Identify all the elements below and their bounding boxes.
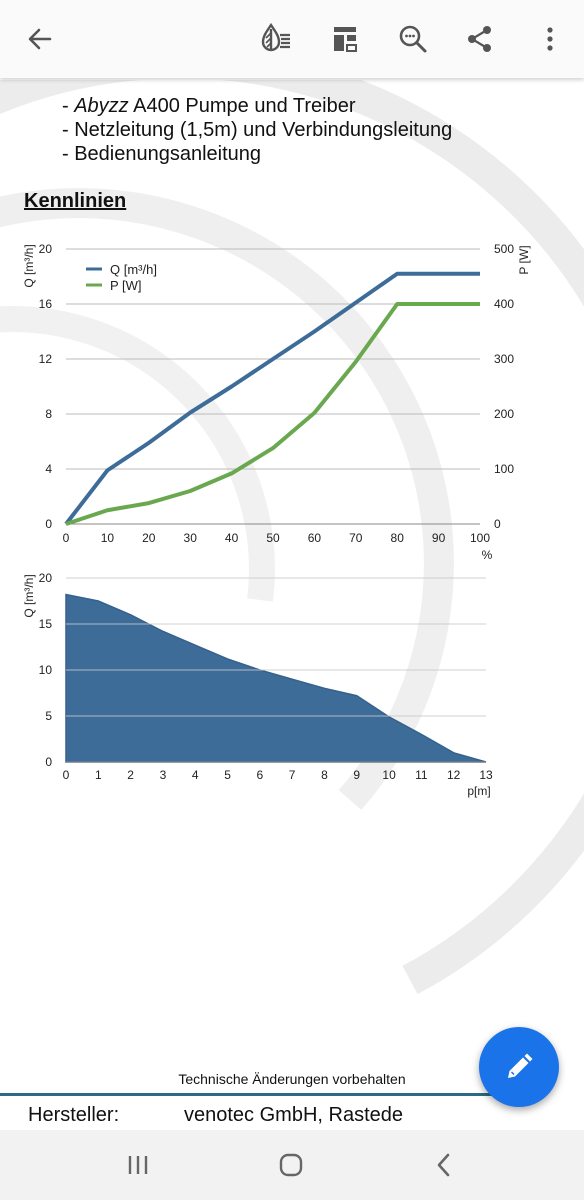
- manufacturer-label: Hersteller:: [28, 1104, 120, 1126]
- x-tick-label: 3: [160, 768, 167, 782]
- x-tick-label: 5: [224, 768, 231, 782]
- recent-apps-icon[interactable]: [118, 1148, 158, 1182]
- y-right-tick-label: 400: [494, 297, 514, 311]
- x-tick-label: 0: [63, 768, 70, 782]
- y-left-axis-label: Q [m³/h]: [22, 244, 36, 287]
- x-tick-label: 100: [470, 531, 490, 545]
- more-vert-icon[interactable]: [530, 19, 570, 59]
- y-left-tick-label: 12: [39, 352, 53, 366]
- x-tick-label: 60: [308, 531, 322, 545]
- y-left-tick-label: 0: [45, 517, 52, 531]
- y-tick-label: 20: [39, 571, 53, 585]
- x-tick-label: 70: [349, 531, 363, 545]
- y-right-tick-label: 100: [494, 462, 514, 476]
- x-tick-label: 40: [225, 531, 239, 545]
- x-tick-label: 2: [127, 768, 134, 782]
- series-line: [64, 271, 480, 526]
- bullet-text: A400 Pumpe und Treiber: [128, 95, 356, 117]
- footer-divider: [0, 1093, 500, 1096]
- bullet-text: Bedienungsanleitung: [74, 143, 262, 165]
- x-tick-label: 0: [63, 531, 70, 545]
- x-axis-label: %: [482, 548, 493, 562]
- y-tick-label: 15: [39, 617, 53, 631]
- x-tick-label: 10: [101, 531, 115, 545]
- page-layout-icon[interactable]: [325, 19, 365, 59]
- y-right-tick-label: 500: [494, 242, 514, 256]
- y-right-axis-label: P [W]: [517, 245, 531, 274]
- back-arrow-icon[interactable]: [20, 19, 60, 59]
- y-tick-label: 10: [39, 663, 53, 677]
- bullet-item: - Abyzz A400 Pumpe und Treiber: [62, 95, 356, 117]
- legend-label: P [W]: [110, 278, 142, 293]
- top-app-bar: [0, 0, 584, 78]
- x-tick-label: 20: [142, 531, 156, 545]
- bullet-item: - Netzleitung (1,5m) und Verbindungsleit…: [62, 119, 453, 141]
- x-tick-label: 7: [289, 768, 296, 782]
- x-tick-label: 90: [432, 531, 446, 545]
- x-tick-label: 30: [184, 531, 198, 545]
- x-tick-label: 1: [95, 768, 102, 782]
- brand-name: Abyzz: [74, 95, 129, 117]
- section-title: Kennlinien: [24, 190, 127, 212]
- area-series: [65, 593, 487, 763]
- y-left-tick-label: 8: [45, 407, 52, 421]
- x-tick-label: 50: [266, 531, 280, 545]
- x-tick-label: 13: [479, 768, 493, 782]
- x-tick-label: 6: [257, 768, 264, 782]
- x-axis-label: p[m]: [467, 784, 490, 798]
- edit-pencil-icon: [508, 1053, 533, 1078]
- y-axis-label: Q [m³/h]: [22, 574, 36, 617]
- back-icon[interactable]: [424, 1148, 464, 1182]
- y-tick-label: 0: [45, 755, 52, 769]
- legend-label: Q [m³/h]: [110, 262, 157, 277]
- x-tick-label: 10: [382, 768, 396, 782]
- x-tick-label: 4: [192, 768, 199, 782]
- y-left-tick-label: 16: [39, 297, 53, 311]
- x-tick-label: 8: [321, 768, 328, 782]
- y-tick-label: 5: [45, 709, 52, 723]
- system-navigation-bar: [0, 1130, 584, 1200]
- x-tick-label: 9: [353, 768, 360, 782]
- bullet-item: - Bedienungsanleitung: [62, 143, 262, 165]
- y-left-tick-label: 4: [45, 462, 52, 476]
- watermark-logo: [0, 80, 584, 995]
- bullet-text: Netzleitung (1,5m) und Verbindungsleitun…: [74, 119, 453, 141]
- x-tick-label: 11: [415, 768, 428, 782]
- search-icon[interactable]: [393, 19, 433, 59]
- x-tick-label: 12: [447, 768, 461, 782]
- share-icon[interactable]: [460, 19, 500, 59]
- y-left-tick-label: 20: [39, 242, 53, 256]
- footer-note: Technische Änderungen vorbehalten: [178, 1071, 406, 1087]
- y-right-tick-label: 200: [494, 407, 514, 421]
- reading-mode-icon[interactable]: [256, 19, 296, 59]
- series-line: [65, 302, 480, 526]
- edit-fab-button[interactable]: [479, 1027, 559, 1107]
- manufacturer-value: venotec GmbH, Rastede: [184, 1104, 403, 1126]
- y-right-tick-label: 0: [494, 517, 501, 531]
- x-tick-label: 80: [391, 531, 405, 545]
- y-right-tick-label: 300: [494, 352, 514, 366]
- home-icon[interactable]: [271, 1148, 311, 1182]
